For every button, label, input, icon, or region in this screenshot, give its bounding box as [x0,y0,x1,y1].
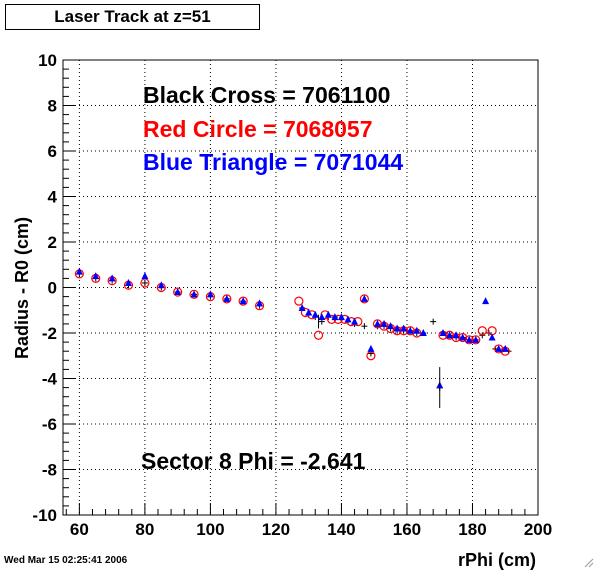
resize-grip-icon[interactable] [584,558,594,568]
blue-triangle-point [174,288,182,296]
blue-triangle-point [380,319,388,327]
blue-triangle-point [387,322,395,330]
x-tick-label: 80 [135,520,154,539]
blue-triangle-point [305,308,313,316]
black-cross-point [430,318,437,325]
legend-blue-triangle: Blue Triangle = 7071044 [143,149,403,175]
x-tick-label: 100 [196,520,224,539]
blue-triangle-point [452,331,460,339]
blue-triangle-point [108,274,116,282]
blue-triangle-point [75,267,83,275]
blue-triangle-point [465,335,473,343]
tick-labels: 60 80 100 120 140 160 180 200 -10 -8 -6 -4 -2 0 2 4 6 8 10 [32,51,552,539]
blue-triangle-point [406,326,414,334]
blue-triangle-point [190,290,198,298]
timestamp: Wed Mar 15 02:25:41 2006 [4,555,128,566]
x-tick-label: 200 [524,520,552,539]
y-tick-label: 6 [48,142,57,161]
x-tick-label: 160 [393,520,421,539]
blue-triangle-point [439,329,447,336]
chart-title: Laser Track at z=51 [5,4,260,30]
y-tick-label: 2 [48,233,57,252]
black-cross-point [141,279,148,286]
y-tick-label: 8 [48,97,57,116]
y-tick-label: 4 [48,188,58,207]
blue-triangle-point [488,333,496,341]
axis-ticks [63,59,539,516]
blue-triangle-point [373,319,381,327]
blue-triangle-point [298,303,306,311]
y-axis-label: Radius - R0 (cm) [12,217,32,359]
y-tick-label: -6 [42,415,57,434]
blue-triangle-point [459,333,467,341]
red-circle-point [294,296,304,306]
blue-triangle-point [239,297,247,305]
y-tick-label: 0 [48,279,57,298]
black-cross-point [361,323,368,330]
red-circle-point [477,326,487,336]
blue-triangle-point [311,310,319,318]
blue-triangle-point [157,281,165,289]
blue-triangle-point [351,317,359,325]
x-tick-label: 140 [327,520,355,539]
blue-triangle-point [206,290,214,298]
blue-triangle-point [223,294,231,302]
data-marks [74,267,512,409]
x-axis-label: rPhi (cm) [458,550,536,570]
blue-triangle-point [393,324,401,332]
legend-black-cross: Black Cross = 7061100 [143,82,390,108]
blue-triangle-point [413,326,421,334]
blue-triangle-point [344,315,352,323]
x-tick-label: 120 [262,520,290,539]
blue-triangle-point [337,313,345,321]
blue-triangle-point [125,278,133,286]
x-tick-label: 60 [70,520,89,539]
blue-triangle-point [256,299,264,307]
blue-triangle-point [501,344,509,352]
blue-triangle-point [495,344,503,352]
red-circle-point [313,330,324,340]
y-tick-label: 10 [38,51,57,70]
blue-triangle-point [92,272,100,280]
x-tick-label: 180 [458,520,486,539]
blue-triangle-point [360,294,368,302]
blue-triangle-point [472,335,480,343]
blue-triangle-point [141,272,149,280]
blue-triangle-point [419,329,427,336]
sector-annotation: Sector 8 Phi = -2.641 [141,448,366,474]
blue-triangle-point [331,313,339,321]
y-tick-label: -4 [42,370,58,389]
blue-triangle-point [324,310,332,318]
y-tick-label: -8 [42,461,57,480]
y-tick-label: -10 [32,506,57,525]
blue-triangle-point [318,313,326,321]
blue-triangle-point [482,297,490,305]
y-tick-label: -2 [42,324,57,343]
blue-triangle-point [400,324,408,332]
legend-red-circle: Red Circle = 7068057 [143,116,373,142]
blue-triangle-point [446,331,454,339]
blue-triangle-point [367,344,375,352]
